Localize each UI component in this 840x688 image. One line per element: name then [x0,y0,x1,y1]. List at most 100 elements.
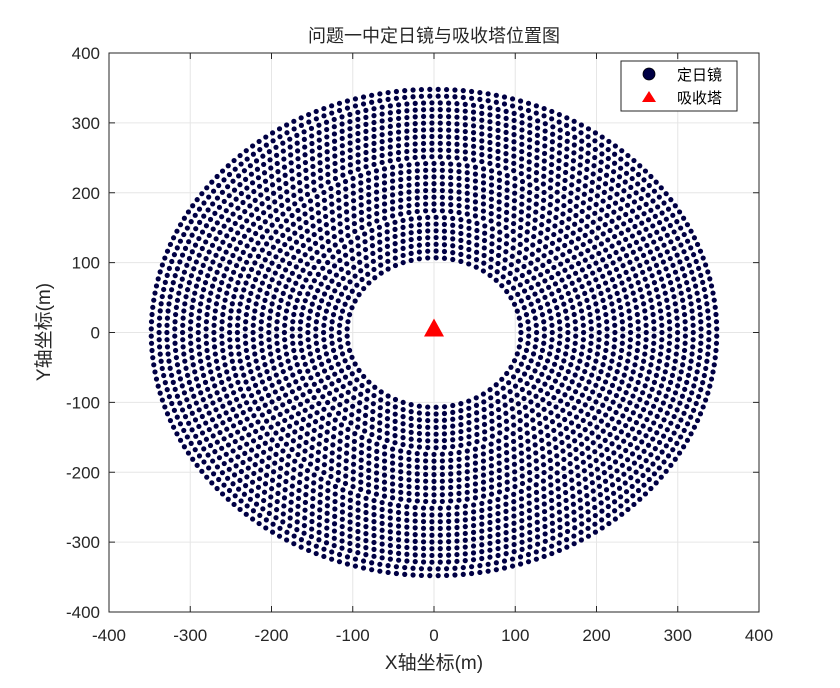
heliostat-point [150,355,156,361]
heliostat-point [180,315,186,321]
heliostat-point [494,269,500,275]
heliostat-point [509,556,516,562]
heliostat-point [255,484,262,490]
heliostat-point [416,424,423,430]
heliostat-point [377,254,383,260]
heliostat-point [204,347,210,354]
heliostat-point [668,239,674,245]
heliostat-point [302,159,309,166]
heliostat-point [439,174,445,180]
heliostat-point [266,315,273,321]
heliostat-point [437,154,443,160]
heliostat-point [503,494,509,500]
heliostat-point [283,375,289,382]
heliostat-point [371,497,377,504]
heliostat-point [347,512,353,518]
heliostat-point [379,125,385,131]
heliostat-point [271,294,277,300]
heliostat-point [568,297,574,303]
heliostat-point [390,446,396,452]
heliostat-point [252,277,259,283]
heliostat-point [194,197,200,203]
heliostat-point [406,203,412,209]
heliostat-point [324,149,330,155]
heliostat-point [153,283,160,289]
heliostat-point [578,441,585,447]
y-tick-label: 300 [72,114,100,133]
heliostat-point [366,453,372,459]
heliostat-point [277,134,283,140]
heliostat-point [313,108,319,115]
heliostat-point [259,234,266,240]
heliostat-point [666,319,673,325]
heliostat-point [489,410,495,417]
heliostat-point [300,284,306,290]
heliostat-point [174,266,181,272]
heliostat-point [284,130,290,136]
heliostat-point [280,290,286,297]
heliostat-point [686,262,692,268]
heliostat-point [458,442,464,448]
heliostat-point [392,404,398,410]
heliostat-point [623,390,629,396]
heliostat-point [359,224,365,231]
heliostat-point [231,157,237,164]
heliostat-point [470,123,477,129]
heliostat-point [235,379,241,385]
heliostat-point [582,290,588,297]
heliostat-point [433,241,439,247]
heliostat-point [514,267,520,273]
heliostat-point [527,544,533,550]
heliostat-point [462,122,468,128]
heliostat-point [427,566,433,572]
heliostat-point [241,426,248,432]
heliostat-point [412,538,418,544]
heliostat-point [336,107,343,114]
heliostat-point [179,329,186,336]
heliostat-point [365,170,372,176]
heliostat-point [299,347,305,353]
heliostat-point [257,224,263,231]
heliostat-point [381,173,388,179]
heliostat-point [622,480,628,486]
heliostat-point [561,194,567,200]
heliostat-point [332,491,338,497]
heliostat-point [164,248,171,254]
heliostat-point [553,444,559,451]
heliostat-point [685,287,692,293]
heliostat-point [309,148,315,154]
heliostat-point [592,449,598,455]
heliostat-point [623,422,629,429]
heliostat-point [261,489,268,495]
heliostat-point [495,106,501,113]
heliostat-point [512,183,518,189]
heliostat-point [228,457,234,463]
heliostat-point [231,472,238,478]
heliostat-point [609,301,615,307]
heliostat-point [548,177,554,183]
heliostat-point [672,456,678,462]
heliostat-point [504,288,510,295]
heliostat-point [181,269,188,275]
heliostat-point [339,114,345,120]
heliostat-point [487,139,493,146]
heliostat-point [400,421,406,427]
heliostat-point [416,410,422,416]
heliostat-point [323,437,329,443]
heliostat-point [561,473,568,480]
heliostat-point [261,449,267,455]
heliostat-point [318,281,324,287]
heliostat-point [291,126,297,132]
heliostat-point [512,383,519,389]
heliostat-point [578,146,584,152]
heliostat-point [563,351,569,357]
heliostat-point [345,319,351,325]
heliostat-point [332,417,338,423]
heliostat-point [603,412,609,418]
heliostat-point [206,232,212,239]
heliostat-point [496,184,502,191]
heliostat-point [412,127,418,133]
heliostat-point [366,445,372,452]
heliostat-point [418,86,425,93]
heliostat-point [268,351,274,357]
